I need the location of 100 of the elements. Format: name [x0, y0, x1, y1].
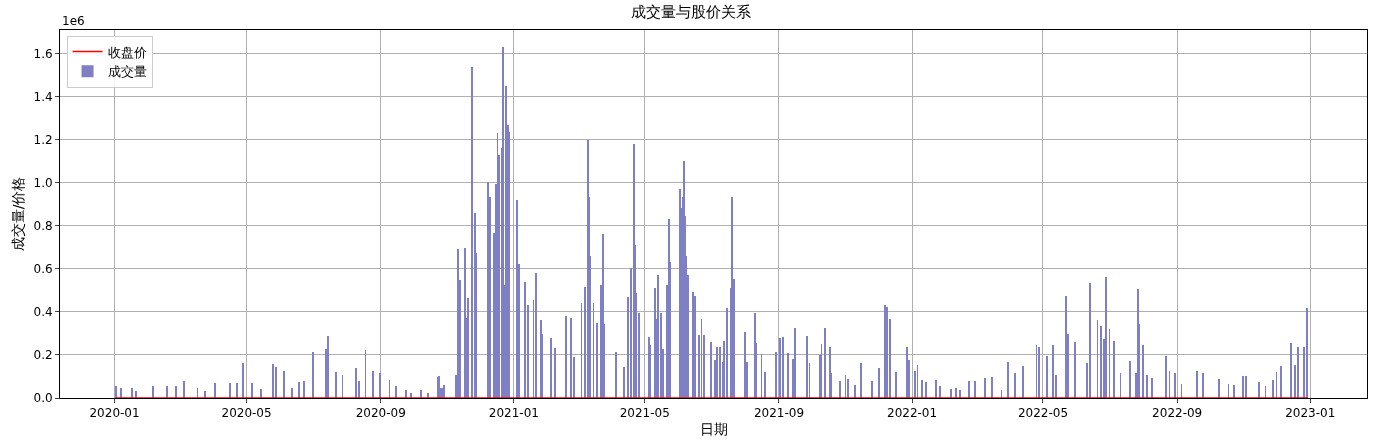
bar	[615, 352, 617, 398]
bar	[871, 381, 873, 398]
bar	[1165, 356, 1167, 398]
legend-label: 成交量	[107, 64, 147, 80]
x-tick-label: 2020-05	[221, 406, 272, 421]
bar	[1052, 345, 1054, 398]
bar	[1074, 342, 1076, 398]
x-tick-label: 2022-09	[1152, 406, 1203, 421]
y-tick-label: 1.6	[33, 46, 53, 61]
bar	[1007, 362, 1009, 398]
bar	[991, 377, 993, 398]
x-tick-label: 2022-05	[1017, 406, 1069, 421]
bar	[806, 336, 808, 398]
bar	[925, 382, 927, 398]
bar	[214, 383, 216, 398]
x-tick-label: 2021-01	[488, 406, 539, 421]
bar	[955, 388, 957, 398]
bar	[939, 386, 941, 398]
bar	[1151, 378, 1153, 398]
bar	[1022, 366, 1024, 398]
bar	[764, 372, 766, 398]
bar	[839, 381, 841, 398]
bar	[327, 336, 329, 398]
bar	[565, 316, 567, 398]
bar	[974, 381, 976, 398]
bar	[1202, 373, 1204, 398]
bar	[1014, 373, 1016, 398]
bar	[895, 372, 897, 398]
bar	[242, 363, 244, 398]
bar	[379, 373, 381, 398]
bar	[275, 367, 277, 398]
bar	[1218, 379, 1220, 398]
bar	[726, 308, 728, 398]
bar	[968, 381, 970, 398]
bar	[303, 381, 305, 398]
bar	[372, 371, 374, 398]
bar	[355, 368, 357, 398]
bar	[847, 379, 849, 398]
bar	[1105, 277, 1107, 398]
bar	[550, 338, 552, 398]
y-tick-label: 0.0	[33, 391, 53, 406]
bar	[291, 388, 293, 398]
bar	[283, 371, 285, 398]
bar	[516, 200, 518, 398]
y-axis-title: 成交量/价格	[10, 176, 27, 252]
bar	[272, 364, 274, 398]
bar	[251, 383, 253, 398]
bar	[1280, 366, 1282, 398]
bar	[854, 385, 856, 398]
bar	[716, 347, 718, 398]
bar	[782, 337, 784, 398]
bar	[775, 352, 777, 398]
x-tick-label: 2022-01	[886, 406, 938, 421]
bar	[1129, 361, 1131, 398]
bar	[457, 249, 459, 398]
x-tick-label: 2020-01	[89, 406, 140, 421]
bar	[1146, 375, 1148, 398]
text: 1e6	[62, 14, 85, 28]
bar	[1100, 326, 1102, 398]
bar	[694, 296, 696, 398]
bar	[1196, 371, 1198, 398]
bar	[535, 273, 537, 398]
y-tick-label: 0.4	[33, 305, 53, 320]
y-tick-label: 0.8	[33, 219, 53, 234]
bar	[395, 386, 397, 398]
bar	[524, 282, 526, 398]
bar	[1242, 376, 1244, 398]
bar	[1113, 341, 1115, 398]
bar	[794, 328, 796, 398]
bar	[152, 386, 154, 398]
bar	[120, 388, 122, 398]
bar	[657, 275, 659, 398]
bar	[878, 368, 880, 398]
bar	[1142, 345, 1144, 398]
bar	[860, 363, 862, 398]
x-tick-label: 2023-01	[1285, 406, 1336, 421]
y-tick-label: 0.2	[33, 348, 53, 363]
legend-label: 收盘价	[107, 44, 147, 60]
bar	[175, 386, 177, 398]
bar	[1272, 380, 1274, 398]
bar	[183, 381, 185, 398]
bar	[298, 382, 300, 398]
bar	[692, 292, 694, 398]
bar	[312, 352, 314, 398]
bar	[1046, 356, 1048, 398]
x-tick-label: 2021-05	[619, 406, 670, 421]
y-tick-label: 1.0	[33, 176, 53, 190]
bar	[1245, 376, 1247, 398]
bar	[921, 380, 923, 398]
bar	[166, 386, 168, 398]
bar	[824, 328, 826, 398]
bar	[1290, 343, 1292, 398]
bar	[984, 378, 986, 398]
bar	[570, 318, 572, 398]
bar	[787, 353, 789, 398]
x-tick-label: 2021-09	[753, 406, 805, 421]
bar	[335, 372, 337, 398]
x-axis-title: 日期	[699, 420, 728, 437]
bar	[744, 332, 746, 398]
bar	[115, 386, 117, 398]
